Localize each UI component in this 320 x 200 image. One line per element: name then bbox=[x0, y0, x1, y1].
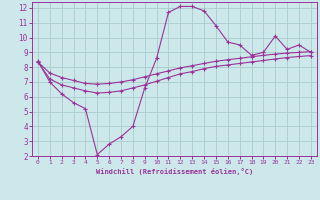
X-axis label: Windchill (Refroidissement éolien,°C): Windchill (Refroidissement éolien,°C) bbox=[96, 168, 253, 175]
